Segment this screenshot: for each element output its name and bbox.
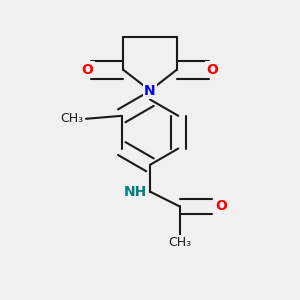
Text: NH: NH <box>124 184 147 199</box>
Text: CH₃: CH₃ <box>60 112 83 125</box>
Text: O: O <box>82 63 94 77</box>
Text: CH₃: CH₃ <box>168 236 191 249</box>
Text: O: O <box>206 63 218 77</box>
Text: O: O <box>215 200 227 214</box>
Text: N: N <box>144 84 156 98</box>
